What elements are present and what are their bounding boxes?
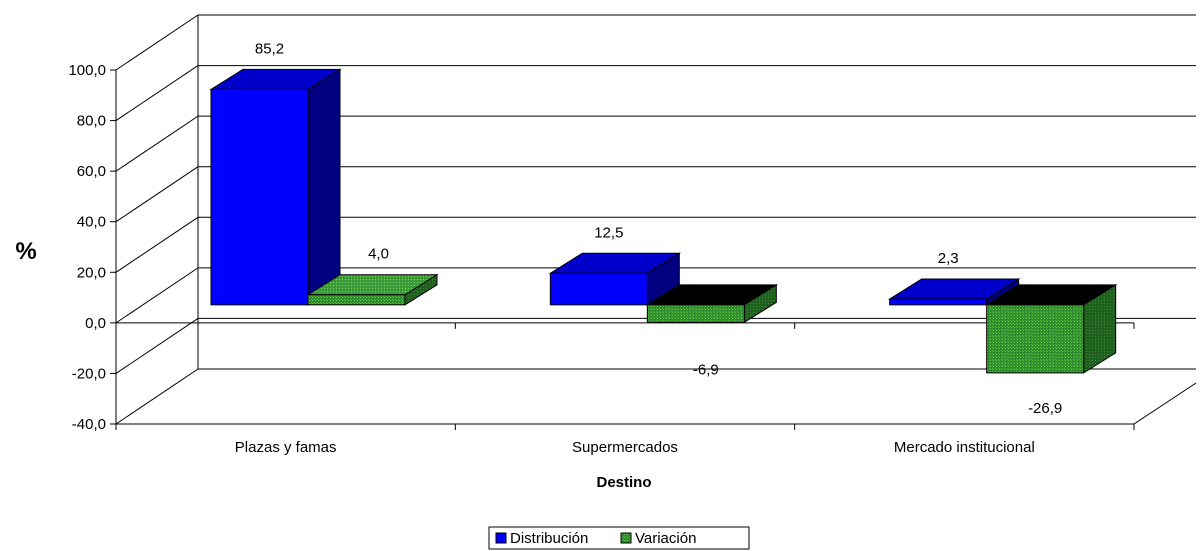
bar bbox=[986, 304, 1085, 374]
legend-label-variacion: Variación bbox=[635, 530, 696, 547]
bar bbox=[889, 298, 988, 306]
data-label: 4,0 bbox=[368, 246, 389, 263]
data-label: -26,9 bbox=[1028, 400, 1062, 417]
bar bbox=[646, 304, 745, 323]
data-label: 2,3 bbox=[938, 250, 959, 267]
bar-side bbox=[307, 68, 341, 306]
y-tick-label: 20,0 bbox=[77, 264, 106, 281]
legend: Distribución Variación bbox=[488, 526, 750, 550]
gridlines bbox=[115, 14, 1196, 425]
y-axis-title: % bbox=[15, 238, 36, 265]
y-tick-label: -20,0 bbox=[72, 365, 106, 382]
x-tick-label: Mercado institucional bbox=[894, 439, 1035, 456]
floor-right-edge bbox=[1133, 382, 1197, 425]
y-tick-label: 0,0 bbox=[85, 315, 106, 332]
bar bbox=[210, 88, 309, 306]
y-tick-label: 40,0 bbox=[77, 214, 106, 231]
bars bbox=[209, 68, 1118, 374]
axes: -40,0 -20,0 0,0 20,0 40,0 60,0 80,0 100,0 Plazas… bbox=[68, 62, 1197, 456]
gridline-side bbox=[115, 368, 199, 425]
x-tick-label: Plazas y famas bbox=[235, 439, 337, 456]
y-tick-label: 80,0 bbox=[77, 113, 106, 130]
gridline-side bbox=[115, 216, 199, 273]
x-tick-label: Supermercados bbox=[572, 439, 678, 456]
legend-swatch-distribucion bbox=[495, 532, 507, 544]
gridline-side bbox=[115, 267, 199, 324]
bar bbox=[549, 272, 648, 306]
legend-box bbox=[488, 526, 750, 550]
gridline-side bbox=[115, 65, 199, 121]
x-axis-title: Destino bbox=[596, 474, 651, 491]
gridline-side bbox=[115, 318, 199, 374]
bar bbox=[307, 294, 406, 306]
data-label: 12,5 bbox=[594, 224, 623, 241]
labels: 85,2 4,0 12,5 -6,9 2,3 -26,9 bbox=[255, 40, 1062, 416]
gridline-side bbox=[115, 166, 199, 223]
legend-label-distribucion: Distribución bbox=[510, 530, 588, 547]
legend-swatch-variacion bbox=[620, 532, 632, 544]
data-label: 85,2 bbox=[255, 40, 284, 57]
gridline-side bbox=[115, 14, 199, 71]
data-label: -6,9 bbox=[693, 361, 719, 378]
y-tick-label: 60,0 bbox=[77, 163, 106, 180]
y-tick-label: 100,0 bbox=[68, 62, 106, 79]
y-tick-label: -40,0 bbox=[72, 416, 106, 433]
gridline-side bbox=[115, 115, 199, 172]
